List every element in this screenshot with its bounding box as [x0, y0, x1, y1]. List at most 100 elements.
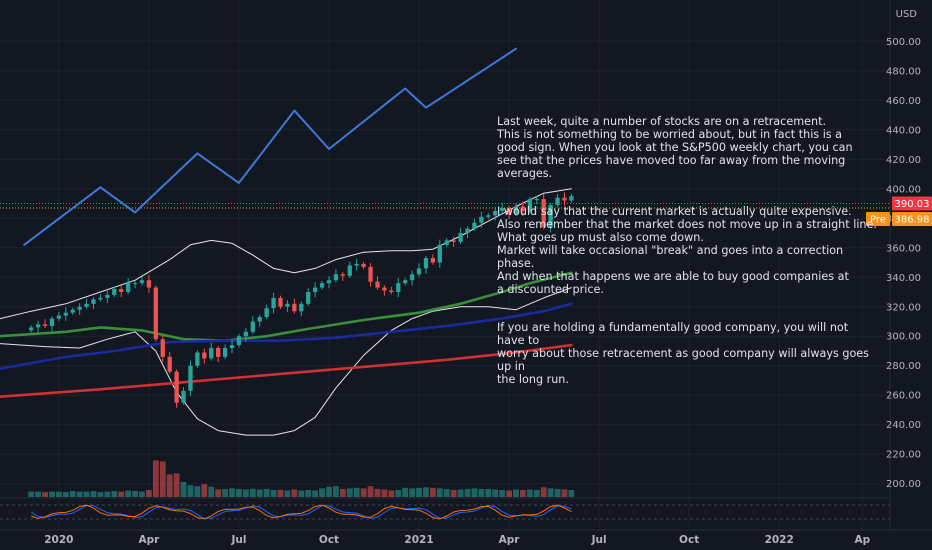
candle-body — [56, 315, 62, 319]
volume-bar — [353, 487, 360, 497]
last-price-tag: 390.03 — [892, 196, 932, 211]
price-axis[interactable]: 200.00 220.00 240.00 260.00 280.00 300.00 320.… — [886, 0, 921, 530]
price-tick-label: 280.00 — [886, 361, 921, 372]
time-tick-label: 2020 — [44, 534, 73, 546]
volume-bar — [152, 460, 159, 497]
candle-body — [451, 240, 456, 242]
candle-body — [354, 263, 359, 266]
candle-body — [292, 303, 297, 312]
volume-bar — [159, 461, 166, 497]
bollinger-upper-line — [0, 188, 572, 320]
candle-body — [105, 294, 110, 298]
volume-bar — [291, 489, 298, 497]
volume-bar — [229, 488, 235, 497]
volume-bar — [166, 474, 173, 497]
candle-body — [188, 365, 193, 391]
candle-body — [506, 207, 512, 214]
candle-body — [49, 318, 55, 326]
candle-body — [264, 308, 269, 318]
volume-bar — [526, 489, 533, 497]
volume-bar — [436, 488, 443, 497]
volume-bar — [55, 491, 62, 497]
moving-average-line-1 — [0, 271, 573, 342]
volume-bar — [173, 473, 180, 497]
volume-bar — [305, 489, 312, 497]
currency-label[interactable]: USD — [896, 9, 918, 20]
pre-market-label: Pre — [870, 214, 886, 225]
volume-bar — [201, 484, 208, 497]
volume-bar — [111, 491, 118, 497]
volume-bar — [180, 481, 187, 497]
volume-bar — [312, 490, 319, 497]
volume-bar — [146, 489, 152, 497]
price-tick-label: 240.00 — [886, 420, 921, 431]
candle-body — [375, 281, 380, 288]
time-tick-label: Jul — [591, 534, 607, 546]
candle-body — [389, 290, 394, 293]
volume-bar — [62, 492, 69, 497]
trend-drawing[interactable] — [23, 47, 517, 246]
candle-body — [70, 309, 75, 313]
time-axis[interactable]: 2020 Apr Jul Oct 2021 Apr Jul Oct 2022 Ap — [0, 529, 932, 546]
volume-bar — [402, 487, 409, 497]
volume-bar — [554, 488, 561, 497]
candle-body — [382, 287, 387, 291]
volume-bar — [35, 491, 42, 497]
candle-body — [132, 283, 138, 285]
candle-body — [222, 348, 228, 357]
candle-body — [167, 356, 172, 372]
commentary-paragraph-3: If you are holding a fundamentally good … — [497, 321, 869, 386]
volume-bar — [83, 491, 90, 497]
price-tick-label: 320.00 — [886, 302, 921, 313]
candle-body — [125, 283, 131, 293]
volume-bar — [416, 487, 422, 497]
time-tick-label: Apr — [499, 534, 521, 546]
candle-body — [479, 216, 484, 223]
volume-bar — [346, 488, 353, 497]
candle-body — [119, 289, 124, 293]
volume-bar — [298, 490, 305, 497]
price-tick-label: 200.00 — [886, 479, 921, 490]
time-tick-label: Oct — [679, 534, 699, 546]
price-tick-label: 360.00 — [886, 243, 921, 254]
time-tick-label: Apr — [138, 534, 160, 546]
candle-body — [458, 233, 463, 242]
volume-bar — [263, 488, 270, 497]
moving-averages — [0, 271, 573, 398]
candle-body — [361, 263, 366, 267]
volume-bar — [42, 492, 48, 497]
candle-body — [472, 222, 477, 229]
volume-bar — [319, 488, 325, 497]
candle-body — [416, 268, 422, 275]
volume-bar — [90, 491, 97, 497]
candle-body — [236, 336, 242, 346]
candle-body — [42, 324, 48, 326]
candle-body — [347, 265, 352, 276]
candle-body — [250, 321, 255, 332]
volume-bar — [478, 488, 485, 497]
volume-bar — [540, 487, 547, 497]
volume-bar — [256, 489, 263, 497]
uptrend-zigzag-line — [23, 47, 517, 246]
candle-body — [84, 303, 89, 307]
volume-bar — [429, 487, 436, 497]
volume-bar — [125, 490, 132, 497]
candle-body — [271, 297, 276, 309]
volume-bar — [208, 486, 215, 497]
commentary-note[interactable]: Last week, quite a number of stocks are … — [497, 103, 877, 413]
candle-body — [430, 258, 436, 263]
volume-bar — [471, 488, 478, 497]
volume-bar — [104, 491, 111, 497]
candle-body — [437, 244, 442, 263]
volume-bar — [249, 488, 256, 497]
volume-bar — [28, 491, 35, 497]
pre-market-tag: Pre 386.98 — [866, 211, 932, 226]
candle-body — [243, 331, 249, 337]
pre-market-value: 386.98 — [895, 214, 930, 225]
volume-bar — [284, 490, 291, 497]
candle-body — [486, 215, 491, 217]
volume-bar — [499, 489, 506, 497]
candlesticks — [29, 192, 574, 408]
oscillator-pane — [0, 497, 890, 520]
